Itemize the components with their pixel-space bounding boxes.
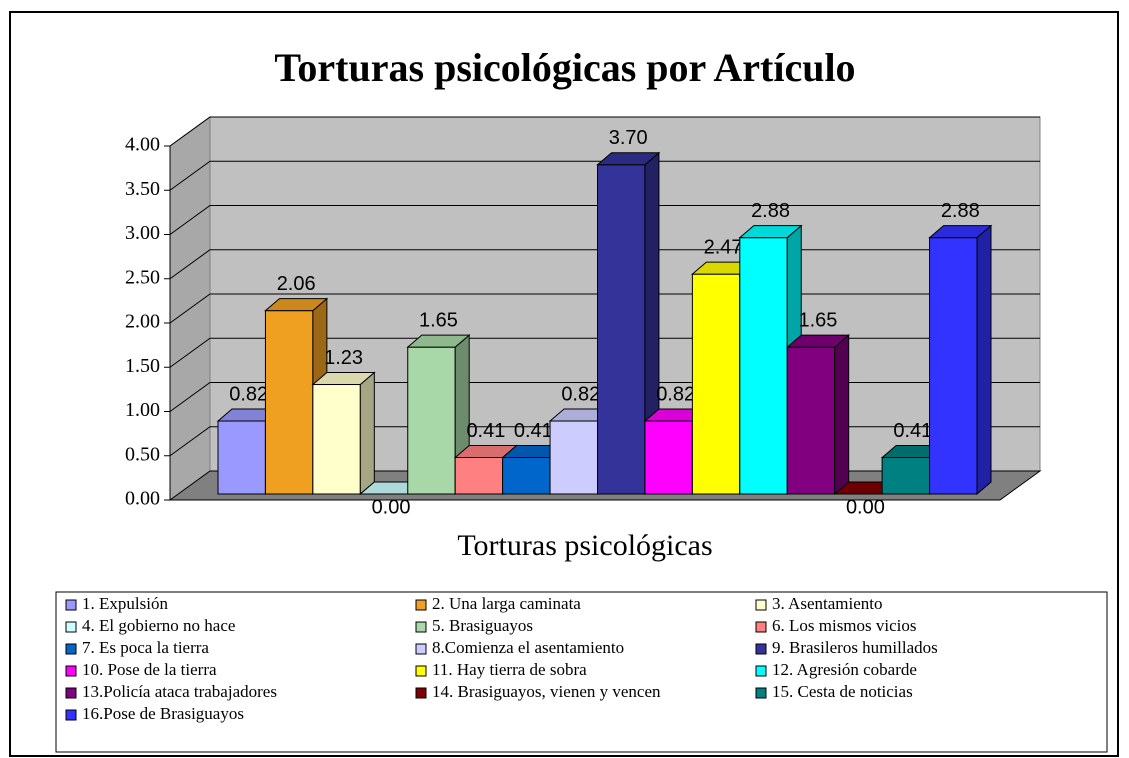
legend-swatch xyxy=(415,599,427,611)
value-label: 2.06 xyxy=(277,273,316,295)
bar-front xyxy=(217,420,266,495)
bar-front xyxy=(597,164,646,495)
chart-title: Torturas psicológicas por Artículo xyxy=(274,45,855,90)
value-label: 0.41 xyxy=(466,420,505,442)
value-label: 1.23 xyxy=(324,347,363,369)
value-label: 3.70 xyxy=(609,127,648,149)
value-label: 2.47 xyxy=(704,236,743,258)
legend-label: 10. Pose de la tierra xyxy=(82,660,217,679)
legend-label: 14. Brasiguayos, vienen y vencen xyxy=(432,682,661,701)
legend-swatch xyxy=(65,599,77,611)
legend-swatch xyxy=(755,687,767,699)
legend-label: 1. Expulsión xyxy=(82,594,168,613)
value-label: 0.41 xyxy=(893,420,932,442)
legend-label: 13.Policía ataca trabajadores xyxy=(82,682,277,701)
legend-swatch xyxy=(415,687,427,699)
bar-side xyxy=(359,371,375,496)
grid-line xyxy=(169,205,1040,235)
legend-label: 2. Una larga caminata xyxy=(432,594,581,613)
legend-swatch xyxy=(755,621,767,633)
legend-label: 16.Pose de Brasiguayos xyxy=(82,704,244,723)
value-label: 0.82 xyxy=(229,383,268,405)
bar-top xyxy=(311,372,376,386)
bar-front xyxy=(739,237,788,495)
legend-swatch xyxy=(755,643,767,655)
bar-top xyxy=(406,334,471,348)
bar-side xyxy=(834,334,850,496)
bar-top xyxy=(785,334,851,348)
bar xyxy=(264,297,329,496)
bar-front xyxy=(454,457,504,495)
bar xyxy=(785,334,851,496)
y-tick-label: 1.00 xyxy=(125,399,160,421)
bar-front xyxy=(881,457,931,495)
legend-label: 15. Cesta de noticias xyxy=(772,682,913,701)
value-label: 0.00 xyxy=(372,496,411,518)
bar-front xyxy=(312,384,361,495)
value-label: 1.65 xyxy=(799,309,838,331)
grid-line xyxy=(169,160,1040,191)
bar xyxy=(311,371,376,496)
bar-front xyxy=(407,346,456,495)
bar xyxy=(596,151,661,496)
value-label: 0.82 xyxy=(656,383,695,405)
y-tick-label: 3.50 xyxy=(125,178,160,200)
y-tick-label: 1.50 xyxy=(125,355,160,377)
value-label: 0.00 xyxy=(846,496,885,518)
legend-label: 9. Brasileros humillados xyxy=(772,638,938,657)
legend-label: 3. Asentamiento xyxy=(772,594,882,613)
legend-swatch xyxy=(415,621,427,633)
bar-front xyxy=(644,420,693,495)
legend-swatch xyxy=(65,621,77,633)
bar-front xyxy=(549,420,598,495)
bar-side xyxy=(976,224,992,496)
legend-swatch xyxy=(755,599,767,611)
y-tick-label: 4.00 xyxy=(125,134,160,156)
legend-label: 8.Comienza el asentamiento xyxy=(432,638,624,657)
legend-label: 11. Hay tierra de sobra xyxy=(432,660,587,679)
legend-swatch xyxy=(755,665,767,677)
x-axis-label: Torturas psicológicas xyxy=(457,529,712,562)
bar xyxy=(928,224,993,496)
grid-line xyxy=(169,116,1040,147)
legend-swatch xyxy=(65,665,77,677)
value-label: 0.41 xyxy=(514,420,553,442)
value-label: 1.65 xyxy=(419,309,458,331)
value-label: 2.88 xyxy=(941,200,980,222)
legend-swatch xyxy=(65,687,77,699)
bar-top xyxy=(596,152,661,166)
legend xyxy=(55,591,1108,753)
bar-front xyxy=(264,310,314,495)
bar-top xyxy=(738,225,803,239)
legend-swatch xyxy=(415,665,427,677)
y-tick-label: 0.50 xyxy=(125,443,160,465)
legend-label: 7. Es poca la tierra xyxy=(82,638,209,657)
legend-label: 6. Los mismos vicios xyxy=(772,616,917,635)
legend-label: 5. Brasiguayos xyxy=(432,616,533,635)
value-label: 0.82 xyxy=(561,383,600,405)
legend-swatch xyxy=(65,643,77,655)
bar-front xyxy=(691,273,741,495)
legend-label: 4. El gobierno no hace xyxy=(82,616,235,635)
legend-swatch xyxy=(65,709,77,721)
y-tick-label: 3.00 xyxy=(125,222,160,244)
legend-swatch xyxy=(415,643,427,655)
y-tick-label: 2.50 xyxy=(125,266,160,288)
bar-front xyxy=(786,346,836,495)
legend-label: 12. Agresión cobarde xyxy=(772,660,917,679)
y-tick-label: 2.00 xyxy=(125,311,160,333)
value-label: 2.88 xyxy=(751,200,790,222)
y-tick-label: 0.00 xyxy=(125,488,160,510)
bar-top xyxy=(264,298,329,312)
bar-front xyxy=(502,457,551,495)
bar-front xyxy=(929,237,978,495)
bar-top xyxy=(928,225,993,239)
